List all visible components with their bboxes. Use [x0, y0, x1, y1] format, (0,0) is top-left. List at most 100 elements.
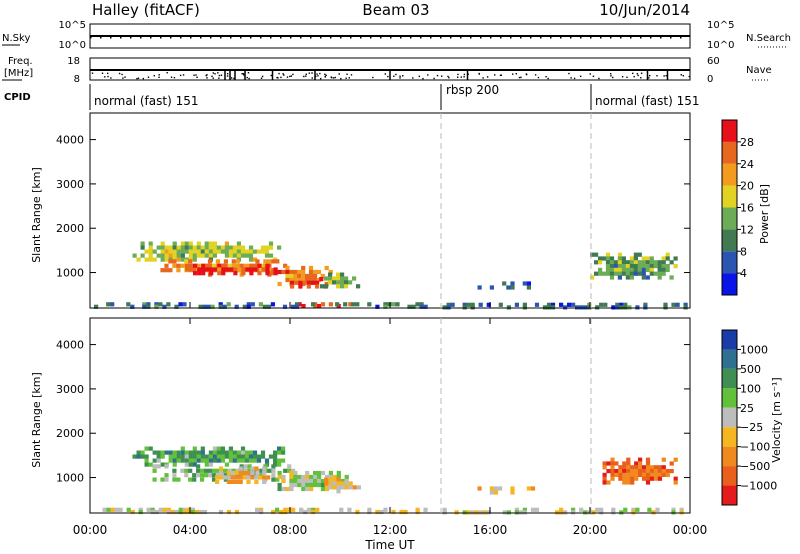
- power-cell: [673, 264, 678, 269]
- power-cell: [311, 302, 316, 307]
- velocity-cell: [530, 486, 536, 491]
- power-cell: [266, 304, 271, 309]
- power-cell: [260, 245, 266, 250]
- nave-point: [104, 76, 106, 78]
- power-cell: [236, 253, 241, 258]
- velocity-cell: [236, 458, 241, 463]
- noise-search-point: [480, 37, 482, 39]
- velocity-cell: [156, 454, 161, 459]
- nave-trace: [91, 70, 691, 80]
- nave-point: [91, 72, 94, 74]
- velocity-cell: [184, 450, 189, 455]
- nave-point: [241, 73, 243, 75]
- velocity-cell: [204, 454, 209, 459]
- cpid-label: CPID: [4, 92, 31, 103]
- noise-search-point: [640, 37, 642, 39]
- nave-point: [220, 74, 223, 76]
- power-cell: [209, 271, 214, 276]
- velocity-cell: [264, 458, 270, 463]
- velocity-cell: [606, 469, 611, 474]
- power-cell: [641, 260, 646, 265]
- power-cell: [196, 249, 201, 254]
- velocity-cell: [220, 458, 225, 463]
- velocity-cell: [268, 454, 274, 459]
- nave-point: [346, 73, 348, 75]
- power-cell: [262, 304, 267, 309]
- power-cell: [605, 271, 611, 276]
- velocity-cell: [247, 464, 252, 469]
- velocity-cell: [238, 470, 243, 476]
- nave-point: [570, 77, 572, 79]
- power-cell: [633, 267, 638, 272]
- power-cell: [226, 302, 231, 307]
- velocity-cell: [328, 477, 333, 482]
- velocity-cell: [215, 473, 220, 478]
- velocity-cell: [218, 509, 224, 515]
- power-cell: [142, 304, 147, 309]
- velocity-cell: [645, 469, 651, 474]
- velocity-colorbar-segment: [722, 330, 737, 350]
- power-colorbar: 4 8 12 16 20 24 28: [721, 119, 754, 296]
- noise-search-point: [490, 37, 492, 39]
- power-cell: [200, 249, 205, 254]
- velocity-cell: [579, 507, 584, 512]
- nave-point: [656, 75, 658, 77]
- power-ylabel: Slant Range [km]: [30, 167, 43, 263]
- power-cell: [477, 285, 482, 290]
- cpid-segment-2: rbsp 200: [446, 83, 499, 97]
- power-cell: [645, 264, 650, 269]
- noise-search-point: [240, 37, 242, 39]
- velocity-cell: [563, 510, 568, 515]
- noise-search-point: [570, 37, 572, 39]
- power-cell: [462, 305, 467, 310]
- power-cell: [166, 302, 171, 307]
- power-cell: [208, 249, 213, 254]
- nave-point: [372, 76, 374, 79]
- velocity-cell: [226, 470, 231, 476]
- power-cell: [629, 256, 634, 261]
- nave-point: [393, 75, 395, 77]
- power-cell: [221, 267, 226, 272]
- power-cell: [663, 302, 668, 307]
- velocity-cell: [208, 454, 213, 459]
- velocity-cell: [255, 468, 260, 473]
- power-cell: [641, 275, 646, 280]
- velocity-cell: [188, 454, 193, 459]
- velocity-cell: [332, 481, 337, 486]
- velocity-colorbar-tick: −1000: [740, 480, 777, 493]
- power-cell: [264, 249, 270, 254]
- power-cell: [617, 260, 622, 265]
- power-cell: [609, 275, 615, 280]
- y-tick-label: 2000: [56, 222, 84, 235]
- nave-point: [350, 74, 353, 76]
- noise-search-point: [310, 37, 312, 39]
- power-cell: [172, 241, 177, 246]
- velocity-cell: [152, 450, 157, 455]
- power-cell: [571, 302, 576, 307]
- power-cell: [258, 302, 263, 307]
- velocity-cell: [239, 468, 244, 473]
- power-cell: [665, 267, 670, 272]
- power-cell: [204, 253, 209, 258]
- nave-point: [118, 72, 121, 75]
- velocity-cell: [602, 476, 607, 481]
- velocity-cell: [526, 486, 531, 491]
- velocity-cell: [144, 458, 149, 463]
- power-cell: [216, 245, 221, 250]
- power-cell: [218, 304, 223, 309]
- power-colorbar-segment: [722, 141, 737, 164]
- velocity-cell: [309, 474, 314, 480]
- velocity-cell: [559, 507, 564, 512]
- velocity-cell: [454, 510, 459, 515]
- velocity-cell: [162, 507, 167, 512]
- power-cell: [263, 259, 268, 264]
- power-cell: [301, 265, 306, 271]
- nave-point: [137, 77, 140, 79]
- noise-search-point: [270, 37, 272, 39]
- power-cell: [188, 245, 193, 250]
- noise-search-point: [560, 37, 562, 39]
- velocity-cell: [228, 458, 233, 463]
- velocity-cell: [293, 470, 298, 476]
- velocity-cell: [661, 465, 666, 470]
- power-cell: [446, 302, 451, 307]
